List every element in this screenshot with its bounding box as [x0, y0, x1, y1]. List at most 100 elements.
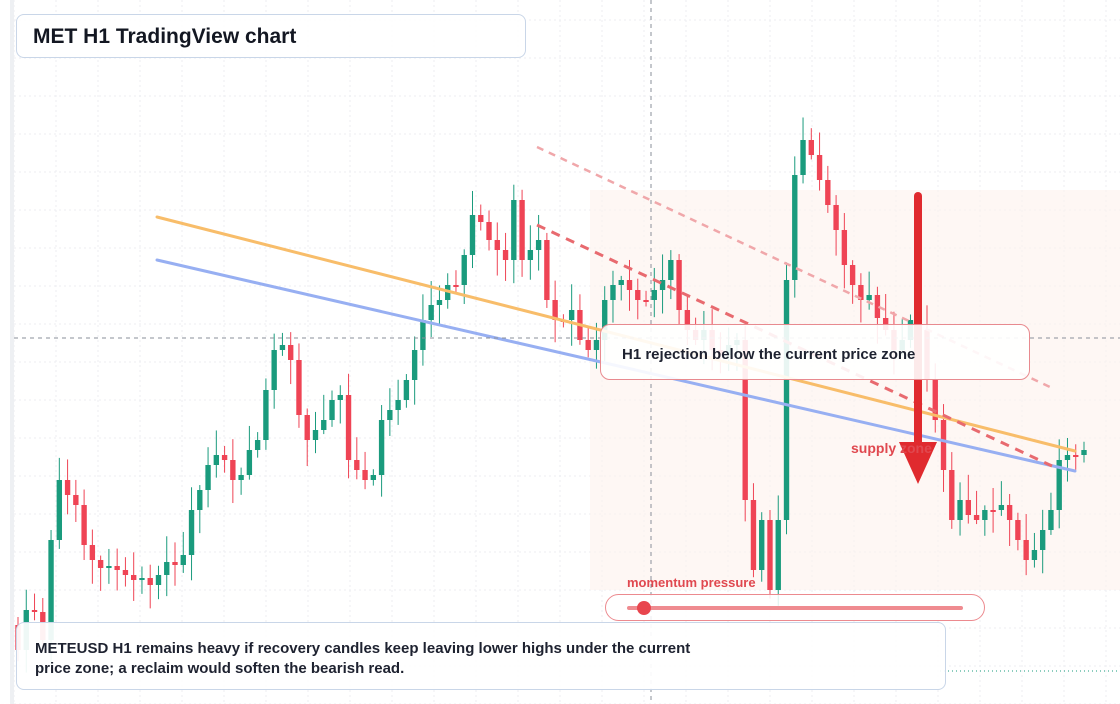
candle[interactable] — [221, 445, 228, 473]
candle[interactable] — [973, 490, 980, 525]
candle[interactable] — [1006, 494, 1013, 546]
candle[interactable] — [180, 531, 186, 573]
candle[interactable] — [403, 374, 410, 408]
candle[interactable] — [197, 485, 203, 534]
candle[interactable] — [1073, 444, 1079, 470]
candle[interactable] — [957, 482, 963, 536]
candle[interactable] — [296, 343, 302, 428]
candle[interactable] — [511, 184, 517, 284]
candle[interactable] — [329, 390, 335, 427]
candle[interactable] — [825, 165, 831, 213]
candle[interactable] — [370, 469, 377, 486]
candle[interactable] — [651, 267, 657, 318]
candle[interactable] — [1056, 439, 1062, 529]
candle[interactable] — [81, 489, 87, 561]
candle[interactable] — [387, 388, 393, 436]
candle[interactable] — [106, 548, 112, 584]
candle[interactable] — [420, 294, 426, 366]
candle[interactable] — [1031, 532, 1038, 568]
candle[interactable] — [833, 195, 839, 256]
momentum-knob[interactable] — [636, 601, 651, 615]
candle[interactable] — [494, 222, 500, 276]
candle[interactable] — [750, 483, 757, 578]
candle[interactable] — [535, 214, 542, 271]
candle[interactable] — [610, 270, 616, 323]
candle[interactable] — [288, 332, 294, 385]
candle[interactable] — [841, 213, 848, 289]
candle[interactable] — [775, 495, 781, 606]
candle[interactable] — [362, 451, 368, 490]
candle[interactable] — [64, 459, 71, 515]
candle[interactable] — [213, 430, 220, 478]
candle[interactable] — [155, 565, 162, 600]
candle[interactable] — [436, 285, 443, 325]
candle[interactable] — [1015, 512, 1021, 551]
candle[interactable] — [1081, 441, 1087, 463]
candle[interactable] — [849, 260, 856, 304]
candle[interactable] — [271, 333, 277, 409]
candle[interactable] — [519, 189, 525, 277]
candle[interactable] — [792, 156, 798, 298]
momentum-slider[interactable] — [605, 594, 985, 621]
candle[interactable] — [345, 373, 352, 479]
candle[interactable] — [164, 536, 170, 597]
candle[interactable] — [97, 555, 104, 591]
candle[interactable] — [527, 225, 534, 280]
candle[interactable] — [816, 132, 823, 191]
candle[interactable] — [1023, 514, 1029, 576]
candle[interactable] — [552, 280, 558, 343]
candle[interactable] — [1048, 492, 1054, 535]
candle[interactable] — [577, 294, 583, 345]
candle[interactable] — [230, 439, 236, 504]
candle[interactable] — [312, 411, 319, 454]
candle[interactable] — [949, 452, 955, 529]
candle[interactable] — [263, 378, 269, 450]
candle[interactable] — [568, 284, 575, 346]
candle[interactable] — [1064, 437, 1071, 482]
candle[interactable] — [1039, 509, 1046, 574]
candle[interactable] — [354, 437, 360, 480]
candle[interactable] — [172, 542, 178, 586]
candle[interactable] — [676, 254, 682, 325]
candle[interactable] — [668, 250, 674, 300]
candle[interactable] — [982, 505, 988, 536]
candle[interactable] — [337, 385, 343, 424]
candle[interactable] — [453, 270, 459, 294]
candle[interactable] — [808, 128, 814, 160]
candle[interactable] — [759, 512, 765, 582]
candle[interactable] — [238, 467, 244, 495]
candle[interactable] — [147, 564, 153, 609]
candle[interactable] — [783, 262, 790, 535]
candle[interactable] — [279, 332, 286, 356]
candle[interactable] — [635, 278, 641, 320]
candle[interactable] — [114, 548, 120, 591]
candle[interactable] — [321, 394, 327, 435]
candle[interactable] — [304, 408, 310, 466]
candle[interactable] — [395, 379, 401, 425]
candle[interactable] — [585, 327, 591, 358]
candle[interactable] — [122, 557, 129, 587]
candle[interactable] — [89, 529, 96, 584]
candle[interactable] — [643, 290, 649, 307]
candle[interactable] — [502, 232, 509, 281]
candle[interactable] — [965, 474, 971, 524]
candle[interactable] — [659, 254, 666, 314]
candle[interactable] — [73, 479, 79, 522]
candle[interactable] — [246, 425, 253, 480]
candle[interactable] — [544, 232, 550, 308]
candle[interactable] — [139, 566, 145, 594]
candle[interactable] — [478, 204, 484, 231]
candle[interactable] — [56, 457, 63, 549]
candle[interactable] — [188, 487, 195, 581]
candle[interactable] — [428, 281, 434, 338]
candle[interactable] — [767, 510, 773, 599]
candle[interactable] — [486, 210, 492, 251]
candle[interactable] — [800, 117, 806, 184]
candle[interactable] — [205, 447, 211, 508]
candle[interactable] — [469, 190, 476, 269]
candle[interactable] — [998, 481, 1005, 516]
candle[interactable] — [31, 593, 38, 621]
candle[interactable] — [254, 432, 261, 458]
candle[interactable] — [618, 275, 624, 301]
